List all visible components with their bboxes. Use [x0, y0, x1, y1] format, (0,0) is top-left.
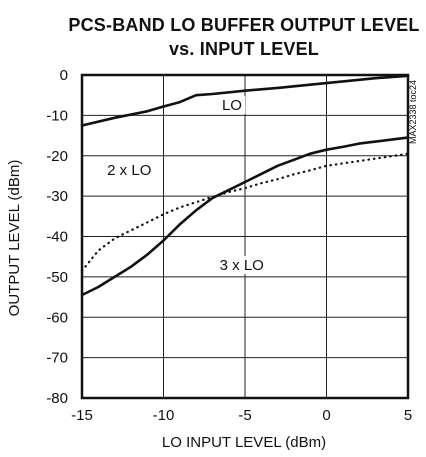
series-label-lo: LO	[222, 97, 242, 114]
plot-frame	[80, 73, 410, 400]
x-tick-label: -15	[71, 407, 93, 424]
y-tick-label: -70	[46, 350, 68, 367]
y-tick-label: -10	[46, 107, 68, 124]
x-tick-label: -5	[238, 407, 251, 424]
series-label-2-x-lo: 2 x LO	[107, 162, 151, 179]
x-tick-label: 5	[404, 407, 412, 424]
series-label-background	[218, 96, 246, 115]
series-label-background	[212, 255, 272, 274]
series-line-2-x-lo	[80, 152, 410, 272]
y-tick-label: -30	[46, 188, 68, 205]
grid	[82, 75, 408, 398]
y-tick-label: -40	[46, 229, 68, 246]
x-tick-label: 0	[322, 407, 330, 424]
series-line-3-x-lo	[80, 136, 410, 297]
series-line-lo	[80, 74, 410, 127]
y-tick-label: -20	[46, 148, 68, 165]
x-axis-label: LO INPUT LEVEL (dBm)	[162, 434, 326, 451]
y-tick-label: -60	[46, 309, 68, 326]
figure-code-label: MAX2338 toc24	[408, 80, 418, 144]
y-axis-label: OUTPUT LEVEL (dBm)	[6, 160, 23, 317]
series-label-3-x-lo: 3 x LO	[220, 257, 264, 274]
chart-title-line2: vs. INPUT LEVEL	[169, 39, 319, 59]
y-tick-label: -80	[46, 390, 68, 407]
series-labels: LO 2 x LO 3 x LO	[99, 96, 272, 274]
series-group	[80, 74, 410, 297]
series-label-background	[99, 161, 159, 180]
y-tick-labels: 0 -10 -20 -30 -40 -50 -60 -70 -80	[46, 67, 68, 407]
y-tick-label: 0	[60, 67, 68, 84]
y-tick-label: -50	[46, 269, 68, 286]
x-tick-labels: -15 -10 -5 0 5	[71, 407, 412, 424]
chart-title-line1: PCS-BAND LO BUFFER OUTPUT LEVEL	[68, 15, 419, 35]
x-tick-label: -10	[153, 407, 175, 424]
